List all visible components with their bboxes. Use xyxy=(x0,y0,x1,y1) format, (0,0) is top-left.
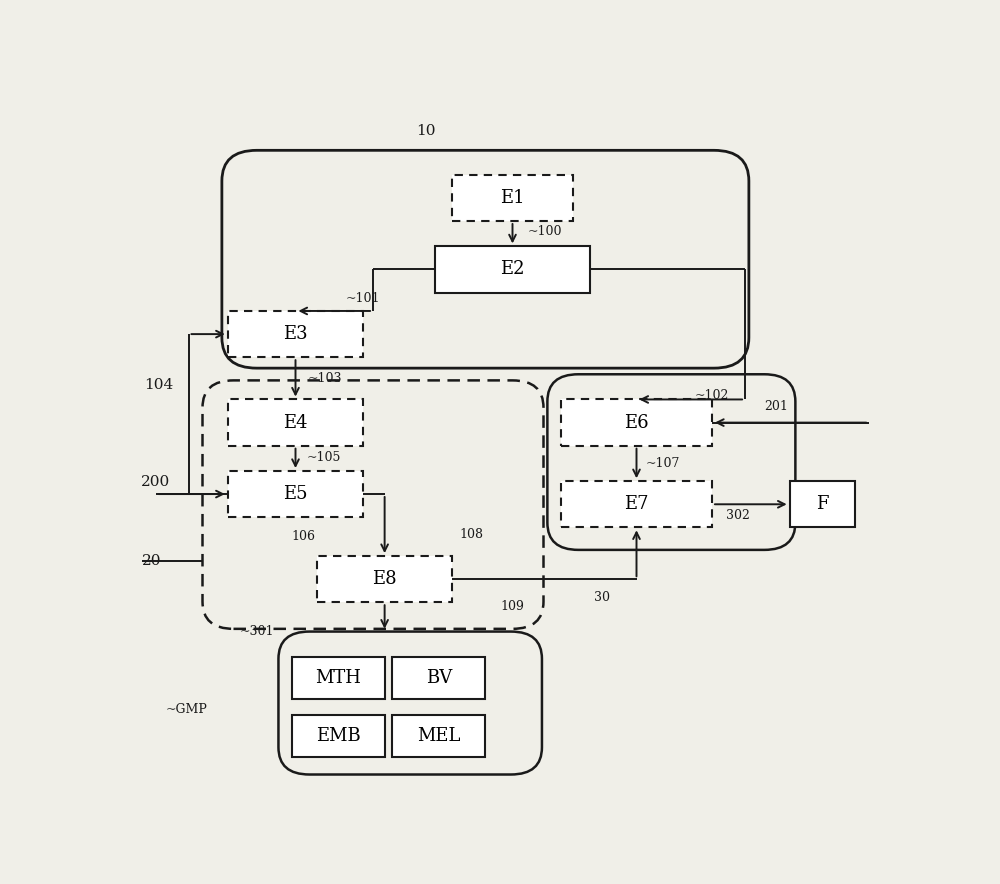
Text: 302: 302 xyxy=(726,509,750,522)
Text: 200: 200 xyxy=(140,475,170,489)
Bar xyxy=(392,657,485,699)
Text: ~107: ~107 xyxy=(646,457,680,470)
Text: 108: 108 xyxy=(460,529,484,541)
Text: 201: 201 xyxy=(764,400,788,414)
Text: ~100: ~100 xyxy=(527,225,562,238)
Bar xyxy=(292,657,385,699)
Text: ~103: ~103 xyxy=(308,372,342,385)
Text: 20: 20 xyxy=(142,553,162,568)
Text: 30: 30 xyxy=(594,591,610,604)
Text: 10: 10 xyxy=(416,125,435,138)
Bar xyxy=(228,311,363,357)
Text: E7: E7 xyxy=(624,495,649,514)
Text: ~105: ~105 xyxy=(306,452,341,464)
Text: F: F xyxy=(816,495,829,514)
Bar xyxy=(292,714,385,757)
Text: E6: E6 xyxy=(624,414,649,431)
Text: ~101: ~101 xyxy=(346,292,380,304)
Bar xyxy=(435,247,590,293)
Text: 104: 104 xyxy=(144,378,174,392)
Text: ~301: ~301 xyxy=(240,625,274,638)
Bar xyxy=(317,556,452,602)
Bar xyxy=(228,400,363,446)
Text: E5: E5 xyxy=(283,485,308,503)
Text: 106: 106 xyxy=(292,530,316,544)
Bar xyxy=(561,400,712,446)
Text: E3: E3 xyxy=(283,325,308,343)
Bar xyxy=(392,714,485,757)
Text: E2: E2 xyxy=(500,261,525,278)
Text: MEL: MEL xyxy=(417,727,461,744)
Text: E4: E4 xyxy=(283,414,308,431)
Bar xyxy=(790,481,855,528)
Text: EMB: EMB xyxy=(316,727,360,744)
Text: ~102: ~102 xyxy=(695,389,729,402)
Text: E1: E1 xyxy=(500,189,525,207)
Text: 109: 109 xyxy=(501,600,525,613)
Bar xyxy=(561,481,712,528)
Text: ~GMP: ~GMP xyxy=(165,704,207,716)
Text: E8: E8 xyxy=(372,570,397,588)
Text: BV: BV xyxy=(426,669,452,687)
Text: MTH: MTH xyxy=(315,669,361,687)
Bar xyxy=(228,471,363,517)
Bar xyxy=(452,175,573,221)
